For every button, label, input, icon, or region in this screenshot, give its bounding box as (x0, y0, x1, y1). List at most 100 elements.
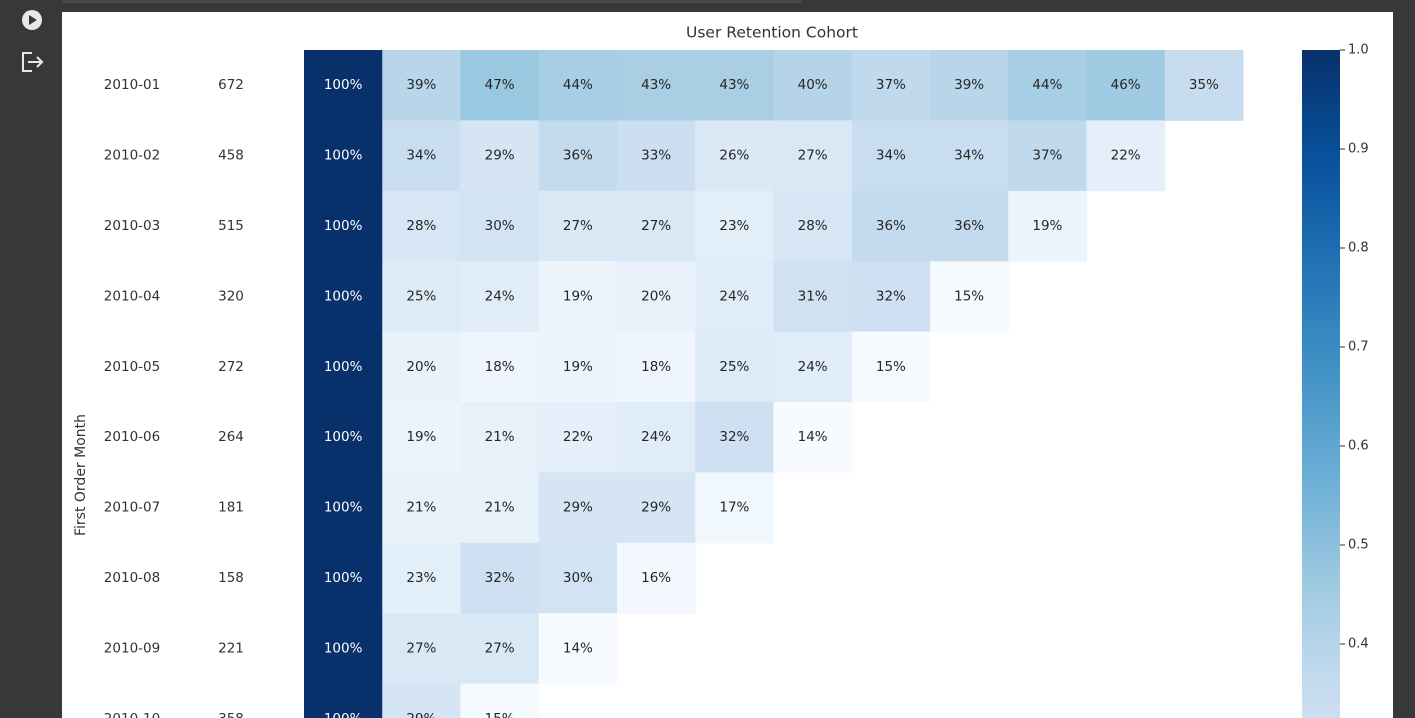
heatmap-cell (382, 190, 461, 262)
cell-label: 19% (1032, 218, 1062, 234)
heatmap-cell (1008, 50, 1087, 121)
cell-label: 27% (798, 148, 828, 164)
row-label: 2010-06 (104, 429, 160, 445)
heatmap-cell (695, 50, 774, 121)
cell-label: 24% (485, 288, 515, 304)
cell-label: 29% (641, 500, 671, 516)
heatmap-cell (695, 190, 774, 262)
colorbar-tick-label: 0.5 (1348, 538, 1369, 553)
cell-label: 18% (485, 359, 515, 375)
colorbar (1302, 50, 1340, 718)
cell-label: 28% (406, 218, 436, 234)
cell-label: 19% (406, 429, 436, 445)
heatmap-cell (460, 261, 540, 333)
heatmap-cell (695, 261, 774, 333)
heatmap-cell (460, 331, 540, 403)
heatmap-cell (1008, 120, 1087, 192)
cell-label: 100% (324, 711, 363, 718)
cell-label: 14% (798, 429, 828, 445)
heatmap-cell (538, 190, 618, 262)
heatmap-cell (930, 190, 1009, 262)
row-label: 2010-02 (104, 148, 160, 164)
heatmap-cell (382, 683, 461, 718)
heatmap-cell (538, 120, 618, 192)
heatmap-cell (538, 613, 618, 685)
row-label: 2010-03 (104, 218, 160, 234)
cell-label: 44% (1032, 77, 1062, 93)
cell-label: 20% (406, 359, 436, 375)
cell-label: 34% (876, 148, 906, 164)
colorbar-tick-label: 0.9 (1348, 142, 1369, 157)
heatmap-cell (538, 261, 618, 333)
heatmap-cell (304, 683, 383, 718)
heatmap-cell (382, 402, 461, 473)
heatmap-cell (617, 120, 696, 192)
y-axis-label: First Order Month (73, 414, 89, 536)
cell-label: 15% (876, 359, 906, 375)
colorbar-tick-label: 0.8 (1348, 241, 1369, 256)
cell-label: 25% (719, 359, 749, 375)
heatmap-cell (382, 50, 461, 121)
cell-label: 24% (719, 288, 749, 304)
heatmap-cell (773, 402, 853, 473)
heatmap-cell (617, 402, 696, 473)
cell-label: 19% (563, 288, 593, 304)
heatmap-cell (538, 542, 618, 614)
heatmap-cell (930, 261, 1009, 333)
cell-label: 27% (641, 218, 671, 234)
cell-label: 37% (1032, 148, 1062, 164)
heatmap-cell (304, 613, 383, 685)
heatmap-cell (538, 472, 618, 544)
run-button[interactable] (22, 10, 42, 30)
heatmap-cell (617, 331, 696, 403)
cell-label: 27% (485, 640, 515, 656)
cell-label: 34% (954, 148, 984, 164)
row-count: 672 (218, 77, 244, 93)
row-count: 515 (218, 218, 244, 234)
cell-label: 29% (563, 500, 593, 516)
cell-label: 36% (954, 218, 984, 234)
cell-label: 32% (485, 570, 515, 586)
heatmap-cell (695, 472, 774, 544)
heatmap-cell (773, 331, 853, 403)
cell-label: 27% (563, 218, 593, 234)
heatmap-cell (851, 190, 931, 262)
output-menu-button[interactable] (22, 52, 44, 72)
heatmap-cell (304, 472, 383, 544)
heatmap-cell (773, 120, 853, 192)
heatmap-cell (382, 331, 461, 403)
heatmap-cell (617, 190, 696, 262)
cell-label: 43% (641, 77, 671, 93)
cell-label: 19% (563, 359, 593, 375)
heatmap-cell (773, 50, 853, 121)
cell-label: 24% (798, 359, 828, 375)
heatmap-cell (617, 542, 696, 614)
right-gutter (1393, 0, 1415, 718)
heatmap-cell (930, 50, 1009, 121)
colorbar-tick-label: 0.7 (1348, 340, 1369, 355)
cell-label: 14% (563, 640, 593, 656)
cell-label: 32% (876, 288, 906, 304)
row-count: 158 (218, 570, 244, 586)
cell-label: 32% (719, 429, 749, 445)
heatmap-cell (773, 190, 853, 262)
cell-label: 100% (324, 429, 363, 445)
chart-title: User Retention Cohort (686, 24, 858, 42)
cell-label: 46% (1111, 77, 1141, 93)
colorbar-tick-label: 0.6 (1348, 439, 1369, 454)
cell-label: 17% (719, 500, 749, 516)
heatmap-cell (304, 190, 383, 262)
heatmap-cell (460, 402, 540, 473)
heatmap-cell (460, 542, 540, 614)
heatmap-cell (460, 472, 540, 544)
row-count: 358 (218, 711, 244, 718)
cell-label: 36% (876, 218, 906, 234)
colorbar-tick-label: 1.0 (1348, 43, 1369, 58)
row-count: 272 (218, 359, 244, 375)
heatmap-cell (851, 50, 931, 121)
cell-label: 27% (406, 640, 436, 656)
cell-label: 37% (876, 77, 906, 93)
heatmap-cell (617, 261, 696, 333)
heatmap-cell (1164, 50, 1244, 121)
